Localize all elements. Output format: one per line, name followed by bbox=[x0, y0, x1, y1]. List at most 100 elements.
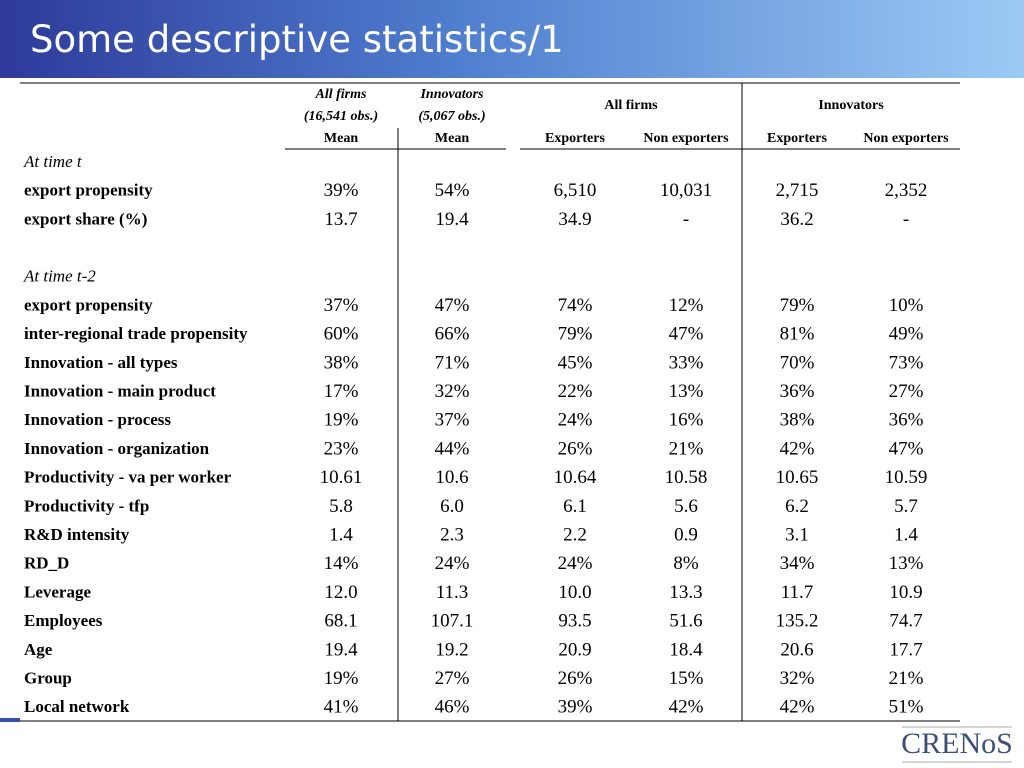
group-header: Innovators bbox=[419, 87, 484, 102]
group-header: All firms bbox=[604, 98, 658, 113]
cell: 13.3 bbox=[669, 582, 702, 603]
cell: 49% bbox=[889, 324, 924, 345]
row-label: Innovation - organization bbox=[24, 439, 210, 458]
cell: 54% bbox=[435, 180, 470, 201]
cell: 10.9 bbox=[889, 582, 922, 603]
cell: 37% bbox=[324, 295, 359, 316]
cell: 47% bbox=[669, 324, 704, 345]
cell: 16% bbox=[669, 410, 704, 431]
column-header: Mean bbox=[324, 131, 358, 146]
row-label: Group bbox=[24, 669, 72, 688]
cell: 39% bbox=[324, 180, 359, 201]
cell: 10% bbox=[889, 295, 924, 316]
cell: 10.0 bbox=[558, 582, 591, 603]
cell: 93.5 bbox=[558, 611, 591, 632]
cell: 47% bbox=[889, 438, 924, 459]
group-header: All firms bbox=[315, 87, 368, 102]
row-label: Productivity - tfp bbox=[24, 496, 149, 515]
cell: 33% bbox=[669, 352, 704, 373]
cell: 37% bbox=[435, 410, 470, 431]
cell: 15% bbox=[669, 668, 704, 689]
cell: 10.65 bbox=[776, 467, 819, 488]
cell: 71% bbox=[435, 352, 470, 373]
cell: 34% bbox=[780, 553, 815, 574]
cell: 6,510 bbox=[554, 180, 597, 201]
cell: 47% bbox=[435, 295, 470, 316]
row-label: Age bbox=[24, 640, 53, 659]
cell: 19% bbox=[324, 410, 359, 431]
cell: 19.4 bbox=[324, 639, 358, 660]
cell: 20.6 bbox=[780, 639, 813, 660]
row-label: Local network bbox=[24, 697, 130, 716]
cell: 19.2 bbox=[435, 639, 468, 660]
cell: 34.9 bbox=[558, 209, 591, 230]
cell: 17.7 bbox=[889, 639, 922, 660]
group-subheader: (5,067 obs.) bbox=[418, 109, 485, 124]
cell: 74.7 bbox=[889, 611, 922, 632]
cell: 14% bbox=[324, 553, 359, 574]
cell: 68.1 bbox=[324, 611, 357, 632]
cell: 6.2 bbox=[785, 496, 809, 517]
row-label: Innovation - all types bbox=[24, 353, 178, 372]
row-label: Innovation - process bbox=[24, 410, 171, 429]
cell: 10,031 bbox=[660, 180, 712, 201]
cell: 2,715 bbox=[776, 180, 819, 201]
column-header: Non exporters bbox=[643, 131, 729, 146]
cell: 38% bbox=[324, 352, 359, 373]
cell: 10.58 bbox=[665, 467, 708, 488]
cell: 24% bbox=[558, 410, 593, 431]
cell: 79% bbox=[558, 324, 593, 345]
cell: 24% bbox=[435, 553, 470, 574]
cell: 135.2 bbox=[776, 611, 819, 632]
row-label: inter-regional trade propensity bbox=[24, 324, 248, 343]
cell: 70% bbox=[780, 352, 815, 373]
row-label: Innovation - main product bbox=[24, 382, 216, 401]
cell: 38% bbox=[780, 410, 815, 431]
row-label: Productivity - va per worker bbox=[24, 468, 232, 487]
cell: 36.2 bbox=[780, 209, 813, 230]
cell: 13% bbox=[669, 381, 704, 402]
cell: 19.4 bbox=[435, 209, 469, 230]
cell: 6.0 bbox=[440, 496, 464, 517]
cell: 3.1 bbox=[785, 524, 809, 545]
cell: - bbox=[903, 209, 909, 230]
cell: 36% bbox=[780, 381, 815, 402]
section-label: At time t-2 bbox=[23, 267, 96, 286]
cell: 10.59 bbox=[885, 467, 928, 488]
row-label: export share (%) bbox=[24, 209, 147, 228]
cell: 44% bbox=[435, 438, 470, 459]
row-label: Leverage bbox=[24, 582, 91, 601]
cell: 66% bbox=[435, 324, 470, 345]
cell: 32% bbox=[780, 668, 815, 689]
cell: 19% bbox=[324, 668, 359, 689]
cell: 24% bbox=[558, 553, 593, 574]
cell: 42% bbox=[780, 697, 815, 718]
cell: 26% bbox=[558, 438, 593, 459]
cell: 21% bbox=[669, 438, 704, 459]
cell: 11.7 bbox=[781, 582, 814, 603]
row-label: export propensity bbox=[24, 181, 153, 200]
cell: 10.64 bbox=[554, 467, 597, 488]
cell: 1.4 bbox=[894, 524, 918, 545]
cell: 18.4 bbox=[669, 639, 703, 660]
cell: 41% bbox=[324, 697, 359, 718]
cell: 32% bbox=[435, 381, 470, 402]
cell: 81% bbox=[780, 324, 815, 345]
cell: 27% bbox=[889, 381, 924, 402]
cell: 2.3 bbox=[440, 524, 464, 545]
cell: 36% bbox=[889, 410, 924, 431]
cell: 11.3 bbox=[436, 582, 469, 603]
cell: 27% bbox=[435, 668, 470, 689]
row-label: RD_D bbox=[24, 554, 69, 573]
cell: 12.0 bbox=[324, 582, 357, 603]
cell: 107.1 bbox=[431, 611, 474, 632]
cell: 5.6 bbox=[674, 496, 698, 517]
cell: 51.6 bbox=[669, 611, 702, 632]
column-header: Exporters bbox=[545, 131, 605, 146]
cell: 0.9 bbox=[674, 524, 698, 545]
cell: 26% bbox=[558, 668, 593, 689]
cell: 1.4 bbox=[329, 524, 353, 545]
cell: 46% bbox=[435, 697, 470, 718]
cell: 22% bbox=[558, 381, 593, 402]
